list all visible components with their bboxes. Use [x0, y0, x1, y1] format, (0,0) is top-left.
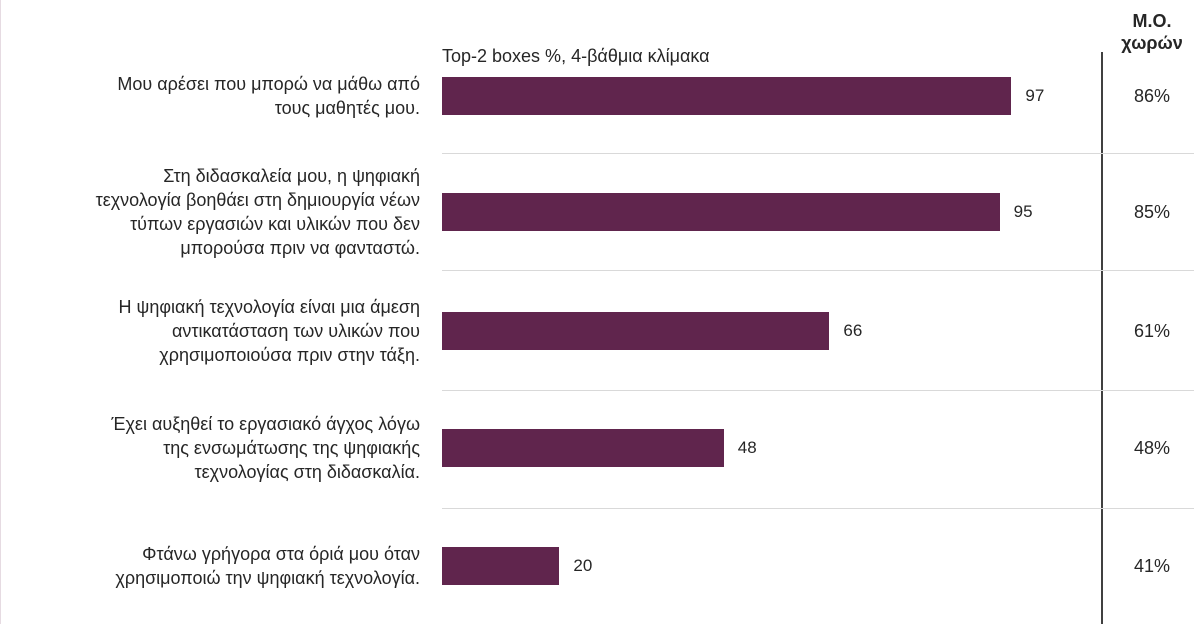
country-average-value: 61%: [1133, 321, 1171, 341]
country-average-header-line-1: Μ.Ο.: [1132, 11, 1172, 31]
country-average-value: 48%: [1133, 438, 1171, 458]
category-label-line: χρησιμοποιώ την ψηφιακή τεχνολογία.: [115, 568, 420, 588]
chart-subtitle: Top-2 boxes %, 4-βάθμια κλίμακα: [442, 46, 710, 66]
category-label: Έχει αυξηθεί το εργασιακό άγχος λόγω της …: [10, 412, 420, 484]
category-label-line: τεχνολογίας στη διδασκαλία.: [194, 462, 420, 482]
category-label: Φτάνω γρήγορα στα όριά μου όταν χρησιμοπο…: [10, 542, 420, 590]
category-label-line: χρησιμοποιούσα πριν στην τάξη.: [159, 345, 420, 365]
category-label-line: της ενσωμάτωσης της ψηφιακής: [163, 438, 420, 458]
bar-value-label: 95: [1013, 202, 1033, 221]
category-label-line: Φτάνω γρήγορα στα όριά μου όταν: [142, 544, 420, 564]
row-separator: [442, 270, 1194, 271]
row-separator: [442, 508, 1194, 509]
category-label-line: Έχει αυξηθεί το εργασιακό άγχος λόγω: [111, 414, 420, 434]
country-average-value: 41%: [1133, 556, 1171, 576]
bar: [442, 193, 1000, 231]
category-label-line: τους μαθητές μου.: [274, 98, 420, 118]
category-label-line: τεχνολογία βοηθάει στη δημιουργία νέων: [95, 190, 420, 210]
category-label-line: αντικατάσταση των υλικών που: [171, 321, 420, 341]
bar: [442, 312, 830, 350]
left-edge-line: [0, 0, 1, 624]
row-separator: [442, 153, 1194, 154]
category-label-line: Η ψηφιακή τεχνολογία είναι μια άμεση: [118, 297, 420, 317]
bar: [442, 429, 724, 467]
bar-value-label: 20: [573, 556, 593, 575]
category-label: Στη διδασκαλεία μου, η ψηφιακή τεχνολογία…: [10, 164, 420, 260]
country-average-header: Μ.Ο. χωρών: [1112, 10, 1192, 54]
country-average-divider: [1101, 52, 1103, 624]
category-label-line: μπορούσα πριν να φανταστώ.: [180, 238, 420, 258]
category-label: Μου αρέσει που μπορώ να μάθω από τους μαθ…: [10, 72, 420, 120]
category-label: Η ψηφιακή τεχνολογία είναι μια άμεση αντι…: [10, 295, 420, 367]
bar-value-label: 97: [1025, 86, 1045, 105]
bar: [442, 77, 1012, 115]
row-separator: [442, 390, 1194, 391]
bar-value-label: 48: [737, 438, 757, 457]
bar-value-label: 66: [843, 321, 863, 340]
category-label-line: Μου αρέσει που μπορώ να μάθω από: [117, 74, 420, 94]
category-label-line: Στη διδασκαλεία μου, η ψηφιακή: [163, 166, 420, 186]
country-average-value: 85%: [1133, 202, 1171, 222]
country-average-header-line-2: χωρών: [1121, 33, 1183, 53]
country-average-value: 86%: [1133, 86, 1171, 106]
category-label-line: τύπων εργασιών και υλικών που δεν: [130, 214, 420, 234]
bar: [442, 547, 560, 585]
